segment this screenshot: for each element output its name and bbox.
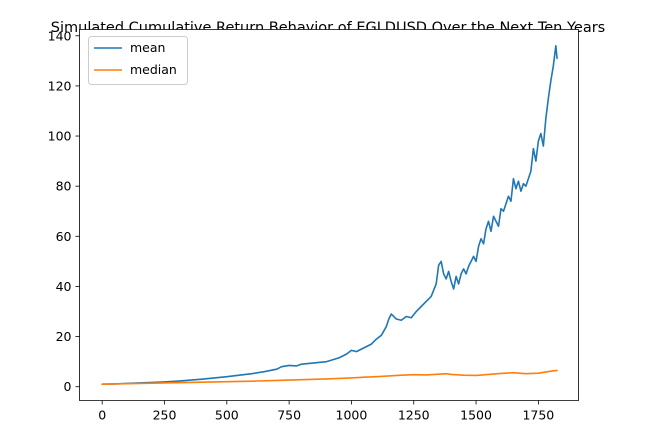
- legend-label-median: median: [130, 62, 177, 77]
- x-tick-label: 500: [215, 408, 239, 423]
- x-tick-label: 1000: [336, 408, 368, 423]
- y-axis: 0 20 40 60 80 100 120 140: [48, 28, 80, 394]
- y-tick-label: 20: [56, 329, 72, 344]
- y-tick-label: 40: [56, 279, 72, 294]
- y-tick-label: 60: [56, 229, 72, 244]
- x-tick-label: 1250: [398, 408, 430, 423]
- legend-label-mean: mean: [130, 40, 165, 55]
- series-layer: [101, 44, 558, 386]
- x-tick-label: 0: [98, 408, 106, 423]
- x-tick-label: 250: [153, 408, 177, 423]
- y-tick-label: 140: [48, 28, 72, 43]
- y-tick-label: 0: [64, 379, 72, 394]
- plot-area: [79, 29, 579, 401]
- x-axis: 0 250 500 750 1000 1250 1500 1750: [98, 400, 554, 423]
- x-tick-label: 750: [277, 408, 301, 423]
- y-tick-label: 80: [56, 179, 72, 194]
- x-tick-label: 1750: [522, 408, 554, 423]
- x-tick-label: 1500: [460, 408, 492, 423]
- series-line-median: [101, 369, 558, 386]
- y-tick-label: 100: [48, 129, 72, 144]
- axes-frame: [79, 29, 579, 401]
- series-line-mean: [101, 44, 558, 386]
- legend: mean median: [88, 36, 188, 85]
- y-tick-label: 120: [48, 78, 72, 93]
